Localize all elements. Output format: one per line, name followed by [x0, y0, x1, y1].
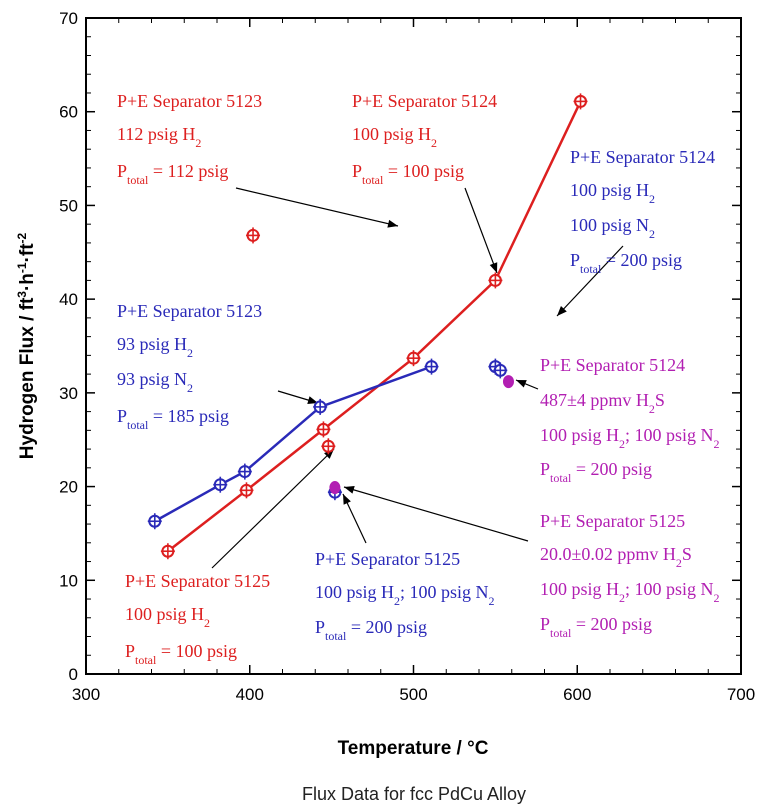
arrow-mag-5125	[343, 485, 529, 542]
ann-blue-5124-line: Ptotal = 200 psig	[570, 250, 682, 276]
arrow-blue-5123	[277, 390, 319, 404]
arrow-blue-5124	[556, 245, 624, 317]
mag-5124-point	[502, 375, 514, 389]
annotations: P+E Separator 5123 112 psig H2 Ptotal = 11…	[117, 91, 720, 667]
ann-red-5125: P+E Separator 5125 100 psig H2 Ptotal = 10…	[125, 571, 270, 667]
ann-red-5125-line: 100 psig H2	[125, 604, 210, 630]
y-axis-label: Hydrogen Flux / ft3·h-1·ft-2	[15, 232, 38, 459]
ann-red-5124-line: 100 psig H2	[352, 124, 437, 150]
y-tick-label: 10	[59, 571, 78, 590]
ann-blue-5123: P+E Separator 5123 93 psig H2 93 psig N2 Pt…	[117, 301, 262, 432]
ann-blue-5125-line: Ptotal = 200 psig	[315, 617, 427, 643]
red-line-point	[488, 272, 503, 289]
ann-red-5123-line: P+E Separator 5123	[117, 91, 262, 111]
blue-5124-point	[493, 362, 508, 379]
axis-ticks: 300 400 500 600 700 0 10 20 30 40 50 60 70	[59, 9, 755, 704]
figure-caption: Flux Data for fcc PdCu Alloy	[302, 784, 526, 804]
x-tick-label: 700	[727, 685, 755, 704]
ann-blue-5124: P+E Separator 5124 100 psig H2 100 psig N2…	[570, 147, 715, 276]
blue-line-point	[313, 398, 328, 415]
ann-mag-5125-line: Ptotal = 200 psig	[540, 614, 652, 640]
ann-blue-5125-line: P+E Separator 5125	[315, 549, 460, 569]
ann-blue-5123-line: 93 psig H2	[117, 334, 193, 360]
y-tick-label: 20	[59, 478, 78, 497]
ann-red-5124-line: P+E Separator 5124	[352, 91, 497, 111]
x-axis-label: Temperature / °C	[338, 738, 489, 759]
red-line-point	[406, 350, 421, 367]
y-tick-label: 30	[59, 384, 78, 403]
y-tick-label: 70	[59, 9, 78, 28]
annotation-arrows	[211, 187, 624, 569]
ann-blue-5125: P+E Separator 5125 100 psig H2; 100 psig …	[315, 549, 495, 643]
ann-blue-5124-line: 100 psig H2	[570, 180, 655, 206]
ann-blue-5123-line: 93 psig N2	[117, 369, 193, 395]
ann-blue-5123-line: P+E Separator 5123	[117, 301, 262, 321]
ann-mag-5124: P+E Separator 5124 487±4 ppmv H2S 100 psig…	[540, 355, 720, 485]
ann-mag-5124-line: Ptotal = 200 psig	[540, 459, 652, 485]
x-tick-label: 500	[399, 685, 427, 704]
ann-mag-5124-line: 100 psig H2; 100 psig N2	[540, 425, 720, 451]
ann-red-5125-line: P+E Separator 5125	[125, 571, 270, 591]
x-tick-label: 600	[563, 685, 591, 704]
arrow-red-5124	[464, 187, 498, 274]
ann-blue-5124-line: 100 psig N2	[570, 215, 655, 241]
red-line-point	[160, 543, 175, 560]
ann-mag-5125-line: P+E Separator 5125	[540, 511, 685, 531]
ann-mag-5124-line: 487±4 ppmv H2S	[540, 390, 665, 416]
blue-line-point	[424, 358, 439, 375]
ann-mag-5124-line: P+E Separator 5124	[540, 355, 685, 375]
ann-red-5123-line: Ptotal = 112 psig	[117, 161, 228, 187]
ann-mag-5125-line: 100 psig H2; 100 psig N2	[540, 579, 720, 605]
blue-line-point	[147, 513, 162, 530]
ann-blue-5125-line: 100 psig H2; 100 psig N2	[315, 582, 495, 608]
y-tick-label: 0	[69, 665, 78, 684]
ann-red-5124-line: Ptotal = 100 psig	[352, 161, 464, 187]
arrow-red-5123	[235, 187, 399, 228]
y-tick-label: 60	[59, 103, 78, 122]
data-points	[147, 93, 588, 560]
blue-line-curve	[154, 365, 432, 523]
ann-red-5124: P+E Separator 5124 100 psig H2 Ptotal = 10…	[352, 91, 497, 187]
ann-mag-5125-line: 20.0±0.02 ppmv H2S	[540, 544, 692, 570]
ann-red-5123: P+E Separator 5123 112 psig H2 Ptotal = 11…	[117, 91, 262, 187]
red-line-point	[239, 482, 254, 499]
x-tick-label: 400	[236, 685, 264, 704]
red-line-curve	[167, 100, 582, 553]
ann-red-5125-line: Ptotal = 100 psig	[125, 641, 237, 667]
x-tick-label: 300	[72, 685, 100, 704]
blue-line-point	[237, 463, 252, 480]
red-line-point	[316, 421, 331, 438]
y-tick-label: 40	[59, 290, 78, 309]
ann-red-5123-line: 112 psig H2	[117, 124, 201, 150]
red-5125-point	[321, 438, 336, 455]
red-line-point	[573, 93, 588, 110]
y-tick-label: 50	[59, 196, 78, 215]
mag-5125-point	[329, 481, 341, 495]
red-5123-point	[246, 227, 261, 244]
ann-blue-5124-line: P+E Separator 5124	[570, 147, 715, 167]
arrow-mag-5124	[515, 379, 539, 390]
ann-mag-5125: P+E Separator 5125 20.0±0.02 ppmv H2S 100 …	[540, 511, 720, 640]
arrow-blue-5125	[342, 493, 367, 544]
ann-blue-5123-line: Ptotal = 185 psig	[117, 406, 229, 432]
blue-line-point	[213, 476, 228, 493]
